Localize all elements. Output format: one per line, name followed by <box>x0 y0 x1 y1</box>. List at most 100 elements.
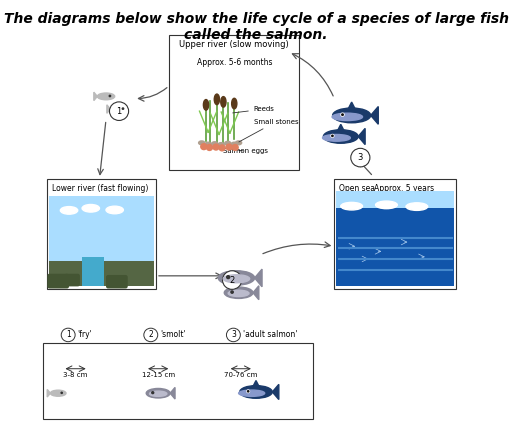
Polygon shape <box>358 128 365 144</box>
Circle shape <box>223 271 242 289</box>
Ellipse shape <box>376 201 397 209</box>
Text: Reeds: Reeds <box>232 106 275 113</box>
Polygon shape <box>338 125 344 130</box>
Circle shape <box>247 391 249 392</box>
Ellipse shape <box>50 390 66 396</box>
Ellipse shape <box>231 142 237 146</box>
FancyBboxPatch shape <box>43 343 312 419</box>
Circle shape <box>61 328 75 342</box>
Text: Small stones: Small stones <box>239 119 298 142</box>
Ellipse shape <box>228 290 249 297</box>
Polygon shape <box>371 107 378 124</box>
Text: 12-15 cm: 12-15 cm <box>142 372 175 378</box>
Circle shape <box>110 102 129 120</box>
Polygon shape <box>254 269 262 287</box>
Ellipse shape <box>106 206 123 214</box>
Ellipse shape <box>239 390 265 397</box>
Circle shape <box>144 328 158 342</box>
FancyBboxPatch shape <box>336 196 454 286</box>
Circle shape <box>351 148 370 167</box>
Ellipse shape <box>214 94 220 105</box>
FancyBboxPatch shape <box>47 274 69 289</box>
Ellipse shape <box>150 391 167 397</box>
Circle shape <box>213 144 219 150</box>
Circle shape <box>226 328 240 342</box>
Circle shape <box>109 95 111 96</box>
Text: 70-76 cm: 70-76 cm <box>224 372 258 378</box>
Circle shape <box>232 144 238 150</box>
FancyBboxPatch shape <box>47 179 156 289</box>
FancyBboxPatch shape <box>50 196 154 263</box>
Ellipse shape <box>224 287 253 298</box>
Ellipse shape <box>406 203 428 210</box>
Ellipse shape <box>199 141 205 145</box>
Ellipse shape <box>60 207 78 214</box>
Text: 1: 1 <box>116 107 122 116</box>
Text: Approx. 5 years: Approx. 5 years <box>374 184 434 193</box>
Text: Salmon eggs: Salmon eggs <box>223 148 268 154</box>
Ellipse shape <box>231 98 237 109</box>
Ellipse shape <box>223 275 250 283</box>
Text: 'fry': 'fry' <box>78 331 93 340</box>
Ellipse shape <box>332 113 362 121</box>
Circle shape <box>227 276 230 278</box>
Circle shape <box>206 144 212 150</box>
Polygon shape <box>94 92 97 101</box>
Circle shape <box>226 144 232 150</box>
Ellipse shape <box>203 99 208 110</box>
FancyBboxPatch shape <box>82 257 104 286</box>
Ellipse shape <box>218 143 224 147</box>
Ellipse shape <box>341 202 362 210</box>
Ellipse shape <box>240 385 272 398</box>
FancyBboxPatch shape <box>334 179 456 289</box>
Text: Upper river (slow moving): Upper river (slow moving) <box>179 40 289 49</box>
Circle shape <box>122 108 124 109</box>
Circle shape <box>219 145 225 151</box>
Polygon shape <box>170 388 175 399</box>
Text: Approx. 4 years: Approx. 4 years <box>52 198 112 207</box>
FancyBboxPatch shape <box>169 35 300 170</box>
Ellipse shape <box>236 141 242 145</box>
Circle shape <box>342 114 343 116</box>
Ellipse shape <box>221 96 226 107</box>
Polygon shape <box>47 389 50 397</box>
Ellipse shape <box>82 204 99 212</box>
Text: Open sea: Open sea <box>338 184 375 193</box>
FancyBboxPatch shape <box>106 275 127 289</box>
Circle shape <box>61 392 62 394</box>
Ellipse shape <box>205 142 211 146</box>
Ellipse shape <box>211 142 218 146</box>
FancyBboxPatch shape <box>336 191 454 208</box>
Circle shape <box>341 113 344 116</box>
Circle shape <box>152 392 154 394</box>
Ellipse shape <box>146 388 170 398</box>
Text: 1: 1 <box>66 331 71 340</box>
Ellipse shape <box>333 108 371 123</box>
Circle shape <box>231 291 233 293</box>
Circle shape <box>332 135 333 136</box>
Text: 2: 2 <box>229 275 234 285</box>
Text: 3: 3 <box>358 153 363 162</box>
Polygon shape <box>253 286 259 300</box>
Ellipse shape <box>225 142 231 145</box>
Text: The diagrams below show the life cycle of a species of large fish called the sal: The diagrams below show the life cycle o… <box>4 12 508 42</box>
Ellipse shape <box>97 93 115 100</box>
Text: 3-8 cm: 3-8 cm <box>63 372 88 378</box>
Text: 'smolt': 'smolt' <box>160 331 186 340</box>
Text: 3: 3 <box>231 331 236 340</box>
Ellipse shape <box>323 134 350 141</box>
Polygon shape <box>272 384 279 399</box>
Circle shape <box>201 144 207 150</box>
Ellipse shape <box>218 271 254 285</box>
Circle shape <box>331 134 334 137</box>
FancyBboxPatch shape <box>50 261 154 286</box>
Text: Lower river (fast flowing): Lower river (fast flowing) <box>52 184 148 193</box>
Text: 'adult salmon': 'adult salmon' <box>243 331 297 340</box>
Circle shape <box>247 390 249 393</box>
FancyBboxPatch shape <box>65 274 80 286</box>
Polygon shape <box>253 380 259 385</box>
Ellipse shape <box>111 106 127 113</box>
Polygon shape <box>107 105 111 113</box>
Ellipse shape <box>324 130 358 143</box>
Text: 2: 2 <box>148 331 153 340</box>
